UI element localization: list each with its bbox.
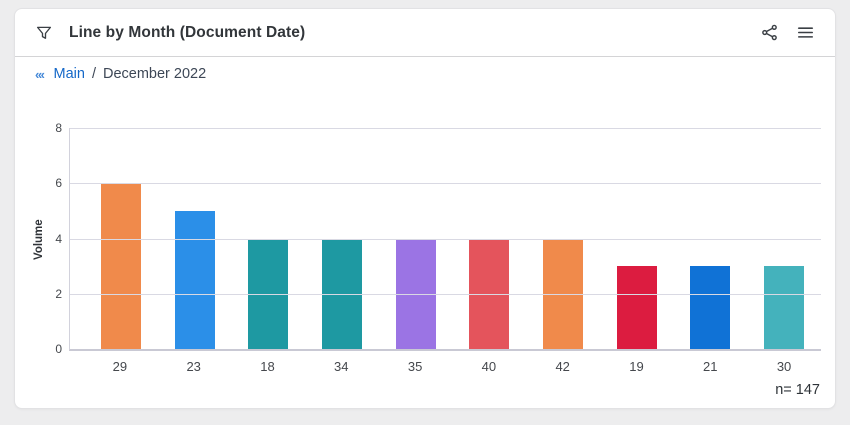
gridline <box>70 238 821 240</box>
bar-30[interactable] <box>764 266 805 349</box>
breadcrumb-separator: / <box>91 66 96 82</box>
x-tick-label: 42 <box>555 359 570 374</box>
x-tick-label: 29 <box>112 359 128 374</box>
bar-21[interactable] <box>690 266 731 349</box>
gridline <box>70 128 821 129</box>
breadcrumb-link-main[interactable]: Main <box>53 66 85 82</box>
y-tick-label: 4 <box>55 231 62 246</box>
x-tick-label: 34 <box>334 359 349 374</box>
x-tick-label: 21 <box>703 359 718 374</box>
sample-size-label: n= 147 <box>775 382 820 398</box>
menu-icon[interactable] <box>793 21 817 45</box>
bar-29[interactable] <box>100 183 141 349</box>
x-tick-label: 35 <box>407 359 423 374</box>
bar-column <box>84 128 158 349</box>
breadcrumb-collapse-chevrons[interactable]: ‹‹‹ <box>35 66 45 82</box>
x-tick-label: 23 <box>186 359 201 374</box>
x-tick-label: 19 <box>629 359 644 374</box>
x-tick-label: 40 <box>481 359 497 374</box>
x-tick-label: 18 <box>260 359 275 374</box>
bar-column <box>674 128 748 349</box>
bar-column <box>747 128 821 349</box>
breadcrumb-current-page: December 2022 <box>102 66 207 82</box>
y-tick-label: 0 <box>55 342 62 356</box>
plot-area: 0 2 4 6 8 <box>55 121 821 356</box>
bar-column <box>600 128 674 349</box>
filter-icon[interactable] <box>32 21 56 45</box>
y-tick-label: 8 <box>55 121 62 135</box>
bar-column <box>158 128 232 349</box>
y-tick-label: 6 <box>55 176 62 191</box>
gridline <box>70 293 821 295</box>
gridline <box>70 183 821 185</box>
x-labels-row: 29 23 18 34 35 40 42 19 21 30 <box>69 359 821 374</box>
bar-23[interactable] <box>174 210 215 349</box>
bar-19[interactable] <box>616 266 657 349</box>
share-icon[interactable] <box>757 21 781 45</box>
widget-header: Line by Month (Document Date) <box>15 9 835 57</box>
breadcrumb: ‹‹‹ Main / December 2022 <box>35 60 206 88</box>
widget-title: Line by Month (Document Date) <box>69 23 306 41</box>
x-tick-label: 30 <box>776 359 792 374</box>
y-tick-label: 2 <box>55 286 62 301</box>
chart-widget-card: Line by Month (Document Date) ‹‹‹ Main /… <box>14 8 836 409</box>
